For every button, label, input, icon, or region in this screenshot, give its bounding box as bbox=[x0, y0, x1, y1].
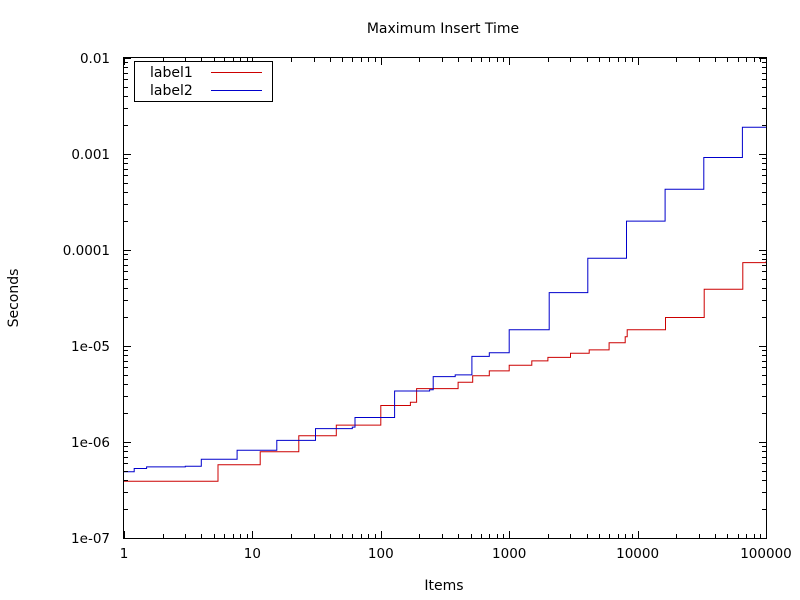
plot-border bbox=[123, 57, 767, 539]
x-tick-label: 100000 bbox=[740, 546, 792, 562]
series-line-label1 bbox=[124, 261, 767, 482]
y-tick-label: 0.0001 bbox=[63, 243, 110, 259]
y-tick-label: 0.01 bbox=[80, 51, 110, 67]
series-line-label2 bbox=[124, 126, 766, 473]
legend-label-label1: label1 bbox=[150, 65, 193, 81]
y-tick-label: 1e-06 bbox=[71, 435, 110, 451]
y-tick-label: 1e-07 bbox=[71, 531, 110, 547]
x-axis-label: Items bbox=[424, 578, 463, 594]
x-tick-label: 1000 bbox=[492, 546, 526, 562]
y-tick-label: 0.001 bbox=[71, 147, 110, 163]
legend-box bbox=[134, 61, 273, 102]
legend-label-label2: label2 bbox=[150, 83, 193, 99]
y-axis-label: Seconds bbox=[6, 269, 22, 328]
legend: label1 label2 bbox=[134, 61, 273, 102]
x-tick-label: 10 bbox=[244, 546, 261, 562]
x-tick-label: 10000 bbox=[616, 546, 659, 562]
x-tick-label: 100 bbox=[368, 546, 394, 562]
axis-ticks: 1 10 100 1000 10000 100000 1e-07 1e-06 1e-05 0.00… bbox=[63, 51, 792, 562]
plot-lines bbox=[124, 126, 767, 482]
chart-title: Maximum Insert Time bbox=[367, 21, 519, 37]
x-tick-label: 1 bbox=[120, 546, 129, 562]
y-tick-label: 1e-05 bbox=[71, 339, 110, 355]
